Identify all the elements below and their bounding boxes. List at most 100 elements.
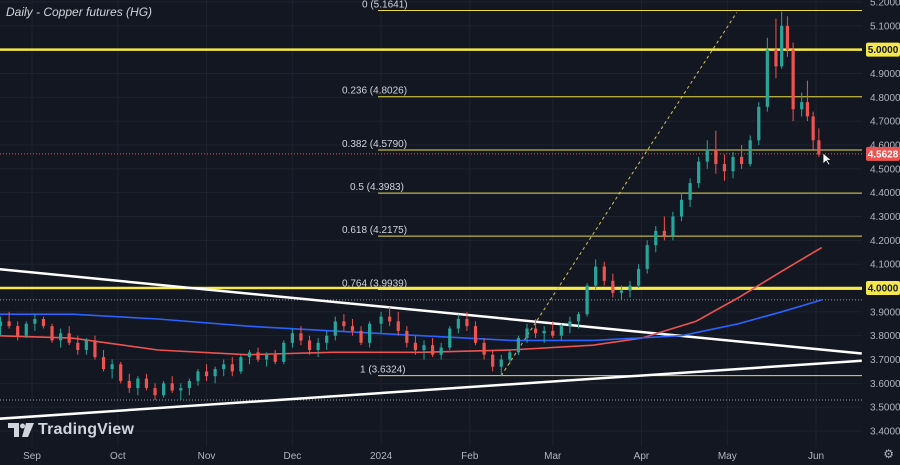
x-tick-label: May bbox=[718, 451, 737, 462]
candle-body bbox=[473, 326, 478, 343]
chart-title: Daily - Copper futures (HG) bbox=[6, 5, 153, 19]
candle bbox=[705, 140, 709, 169]
candle-body bbox=[636, 268, 641, 286]
candle bbox=[325, 330, 329, 350]
candle bbox=[170, 376, 174, 393]
candle-body bbox=[731, 156, 735, 172]
x-tick-label: Feb bbox=[461, 451, 479, 462]
candle bbox=[765, 37, 769, 112]
candle-body bbox=[765, 49, 769, 107]
candle bbox=[619, 285, 624, 300]
candle bbox=[811, 111, 815, 150]
candle-body bbox=[162, 383, 166, 396]
candle-body bbox=[256, 352, 260, 360]
candle bbox=[525, 323, 529, 343]
candle bbox=[396, 311, 400, 336]
candle-body bbox=[213, 369, 217, 377]
candle bbox=[265, 352, 269, 367]
candle-body bbox=[93, 340, 97, 358]
fib-level-label: 0.618 (4.2175) bbox=[342, 225, 407, 236]
candle bbox=[439, 342, 443, 360]
candle bbox=[508, 349, 512, 365]
candle-body bbox=[368, 323, 372, 343]
price-axis[interactable]: 5.2000 5.1000 5.0000 4.9000 4.8000 4.7000 4.60… bbox=[862, 0, 900, 465]
candle-body bbox=[568, 321, 572, 327]
candle-body bbox=[153, 388, 157, 396]
candle bbox=[576, 311, 581, 329]
time-axis[interactable]: Sep Oct Nov Dec 2024 Feb Mar Apr May Jun bbox=[0, 446, 900, 465]
candle-body bbox=[7, 321, 11, 327]
candle-body bbox=[533, 328, 538, 334]
x-tick-label: Apr bbox=[634, 451, 650, 462]
candle bbox=[316, 338, 320, 358]
candle-body bbox=[456, 318, 460, 329]
candle-body bbox=[388, 316, 392, 322]
candle bbox=[533, 318, 538, 339]
y-tick-label: 3.8000 bbox=[870, 331, 900, 342]
candle-body bbox=[654, 230, 658, 246]
candle bbox=[299, 326, 303, 346]
gear-icon[interactable]: ⚙ bbox=[883, 447, 894, 461]
candle-body bbox=[551, 330, 555, 336]
candle-body bbox=[282, 342, 286, 362]
candle-body bbox=[136, 378, 140, 389]
candle-body bbox=[576, 314, 581, 322]
candle-body bbox=[359, 330, 363, 343]
candle-body bbox=[405, 330, 409, 343]
candle bbox=[516, 335, 521, 355]
candle-body bbox=[774, 49, 778, 67]
candle-body bbox=[448, 328, 452, 348]
candle-body bbox=[265, 354, 269, 360]
y-tick-label: 3.6000 bbox=[870, 379, 900, 390]
candle-body bbox=[273, 354, 277, 362]
candle bbox=[187, 378, 191, 396]
candle-body bbox=[413, 342, 418, 350]
candle-body bbox=[290, 333, 294, 343]
candle-body bbox=[119, 364, 123, 381]
candle bbox=[222, 359, 226, 377]
candle bbox=[342, 314, 346, 331]
candle-body bbox=[671, 216, 675, 236]
candle-body bbox=[396, 321, 400, 331]
candle bbox=[542, 326, 546, 343]
time-axis-background bbox=[0, 446, 900, 465]
candle bbox=[456, 314, 460, 334]
candle-body bbox=[16, 326, 20, 336]
candle-body bbox=[465, 318, 469, 327]
candle-body bbox=[127, 380, 131, 389]
candle-body bbox=[24, 323, 28, 336]
candle-body bbox=[41, 318, 46, 327]
candle-body bbox=[688, 183, 692, 200]
candle bbox=[256, 347, 260, 362]
x-tick-label: Jun bbox=[808, 451, 824, 462]
candle bbox=[368, 321, 372, 348]
candle bbox=[422, 340, 426, 360]
x-tick-label: Oct bbox=[110, 451, 126, 462]
candle bbox=[273, 349, 277, 365]
candle bbox=[101, 349, 106, 372]
y-tick-label: 4.1000 bbox=[870, 260, 900, 271]
candle bbox=[611, 273, 615, 298]
candle bbox=[213, 366, 217, 384]
candle-body bbox=[508, 352, 512, 360]
y-tick-label: 5.1000 bbox=[870, 21, 900, 32]
x-tick-label: Mar bbox=[544, 451, 562, 462]
candle bbox=[33, 314, 37, 331]
candle-body bbox=[785, 25, 789, 50]
candle-body bbox=[110, 364, 114, 370]
candle-body bbox=[350, 326, 355, 331]
candle-body bbox=[559, 326, 563, 336]
candle-body bbox=[748, 140, 752, 165]
candle bbox=[247, 349, 252, 365]
level-price-tag: 5.0000 bbox=[868, 45, 899, 56]
candle-body bbox=[316, 342, 320, 350]
candle-body bbox=[67, 333, 71, 343]
tradingview-logo: TradingView bbox=[8, 421, 134, 439]
y-tick-label: 4.7000 bbox=[870, 117, 900, 128]
candle bbox=[162, 380, 166, 398]
candle-body bbox=[59, 333, 63, 341]
candle-body bbox=[482, 342, 486, 355]
candle bbox=[350, 318, 355, 336]
